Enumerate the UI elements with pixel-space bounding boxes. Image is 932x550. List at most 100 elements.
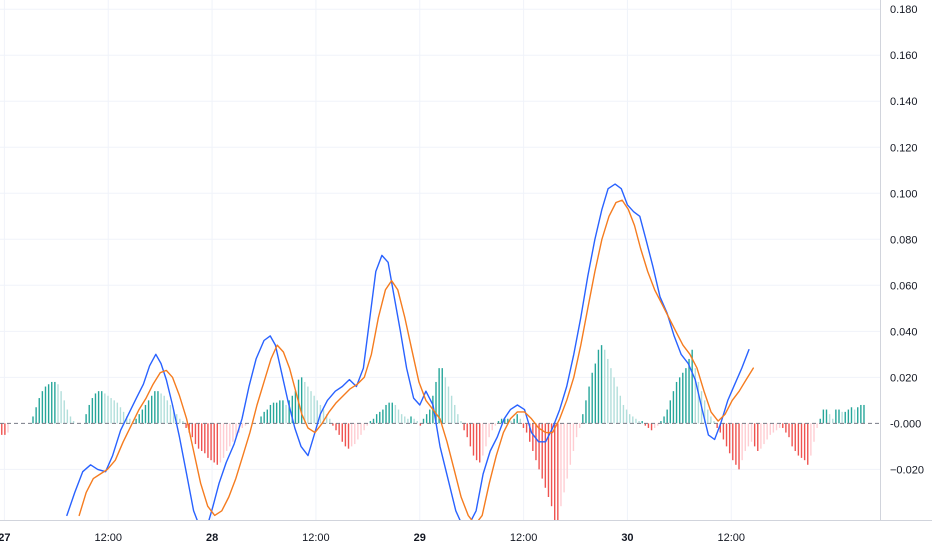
histogram-bar bbox=[32, 416, 34, 424]
histogram-bar bbox=[207, 423, 209, 458]
histogram-bar bbox=[288, 400, 290, 424]
histogram-bar bbox=[504, 418, 506, 424]
histogram-bar bbox=[744, 423, 746, 451]
histogram-bar bbox=[822, 409, 825, 424]
histogram-bar bbox=[54, 381, 56, 424]
histogram-bar bbox=[369, 421, 372, 424]
histogram-bar bbox=[441, 368, 443, 424]
histogram-bar bbox=[757, 423, 759, 451]
histogram-bar bbox=[722, 423, 725, 440]
histogram-bar bbox=[594, 363, 597, 424]
histogram-bar bbox=[785, 423, 787, 433]
histogram-bar bbox=[35, 407, 37, 424]
histogram-bar bbox=[416, 421, 418, 424]
histogram-bar bbox=[60, 391, 62, 424]
histogram-bar bbox=[803, 423, 806, 461]
histogram-bar bbox=[519, 418, 522, 424]
x-tick-label: 12:00 bbox=[302, 532, 330, 544]
histogram-bar bbox=[72, 421, 75, 424]
histogram-bar bbox=[300, 377, 303, 424]
histogram-bar bbox=[475, 423, 478, 461]
histogram-bar bbox=[616, 386, 618, 424]
histogram-bar bbox=[513, 418, 515, 424]
histogram-bar bbox=[113, 400, 115, 424]
histogram-bar bbox=[472, 423, 475, 456]
histogram-bar bbox=[182, 421, 184, 424]
histogram-bar bbox=[157, 391, 159, 424]
histogram-bar bbox=[172, 409, 175, 424]
histogram-bar bbox=[725, 423, 728, 447]
histogram-bar bbox=[635, 418, 637, 424]
x-axis-tick-labels: 27 12:00 28 12:00 29 12:00 30 12:00 bbox=[0, 532, 745, 544]
histogram-bar bbox=[619, 395, 622, 424]
histogram-bar bbox=[279, 400, 281, 424]
histogram-bar bbox=[225, 423, 228, 451]
histogram-bar bbox=[463, 423, 465, 431]
histogram-bar bbox=[732, 423, 734, 461]
histogram-bar bbox=[735, 423, 737, 465]
histogram-bar bbox=[835, 409, 837, 424]
histogram-bar bbox=[450, 395, 453, 424]
signal-line bbox=[78, 199, 754, 520]
histogram-bar bbox=[694, 368, 696, 424]
histogram-bar bbox=[844, 411, 846, 424]
histogram-bar bbox=[703, 400, 706, 424]
histogram-bar bbox=[135, 418, 137, 424]
histogram-bar bbox=[832, 418, 834, 424]
histogram-bar bbox=[176, 414, 178, 424]
histogram-bar bbox=[332, 423, 334, 426]
histogram-bar bbox=[413, 418, 415, 424]
histogram-bar bbox=[204, 423, 206, 454]
histogram bbox=[1, 345, 865, 520]
histogram-bar bbox=[397, 409, 400, 424]
histogram-bar bbox=[572, 423, 575, 451]
histogram-bar bbox=[663, 416, 665, 424]
histogram-bar bbox=[522, 423, 525, 428]
histogram-bar bbox=[688, 358, 690, 424]
histogram-bar bbox=[672, 391, 675, 424]
histogram-bar bbox=[160, 393, 162, 424]
histogram-bar bbox=[853, 409, 856, 424]
histogram-bar bbox=[585, 400, 587, 424]
y-tick-label: 0.160 bbox=[890, 50, 918, 62]
histogram-bar bbox=[529, 423, 531, 442]
histogram-bar bbox=[169, 404, 172, 424]
histogram-bar bbox=[713, 421, 715, 424]
histogram-bar bbox=[1, 423, 3, 435]
histogram-bar bbox=[7, 423, 9, 433]
histogram-bar bbox=[738, 423, 740, 470]
histogram-bar bbox=[591, 372, 593, 424]
histogram-bar bbox=[166, 400, 169, 424]
histogram-bar bbox=[47, 384, 50, 424]
histogram-bar bbox=[344, 423, 347, 447]
histogram-bar bbox=[51, 381, 53, 424]
histogram-bar bbox=[147, 400, 150, 424]
histogram-bar bbox=[91, 398, 94, 424]
histogram-bar bbox=[675, 381, 678, 424]
histogram-bar bbox=[200, 423, 203, 451]
histogram-bar bbox=[794, 423, 796, 451]
histogram-bar bbox=[379, 411, 381, 424]
histogram-bar bbox=[354, 423, 356, 445]
histogram-bar bbox=[241, 423, 244, 428]
histogram-bar bbox=[179, 418, 181, 424]
histogram-bar bbox=[575, 423, 578, 438]
histogram-bar bbox=[313, 395, 315, 424]
histogram-bar bbox=[85, 414, 87, 424]
histogram-bar bbox=[847, 409, 850, 424]
histogram-bar bbox=[760, 423, 762, 449]
series-lines bbox=[66, 183, 754, 520]
histogram-bar bbox=[213, 423, 215, 463]
histogram-bar bbox=[63, 400, 65, 424]
histogram-bar bbox=[460, 421, 462, 424]
histogram-bar bbox=[216, 423, 219, 465]
histogram-bar bbox=[497, 421, 500, 424]
histogram-bar bbox=[550, 423, 553, 507]
histogram-bar bbox=[316, 400, 318, 424]
histogram-bar bbox=[38, 398, 40, 424]
histogram-bar bbox=[641, 421, 643, 424]
histogram-bar bbox=[126, 416, 128, 424]
histogram-bar bbox=[194, 423, 197, 445]
histogram-bar bbox=[778, 423, 781, 428]
histogram-bar bbox=[647, 423, 650, 428]
